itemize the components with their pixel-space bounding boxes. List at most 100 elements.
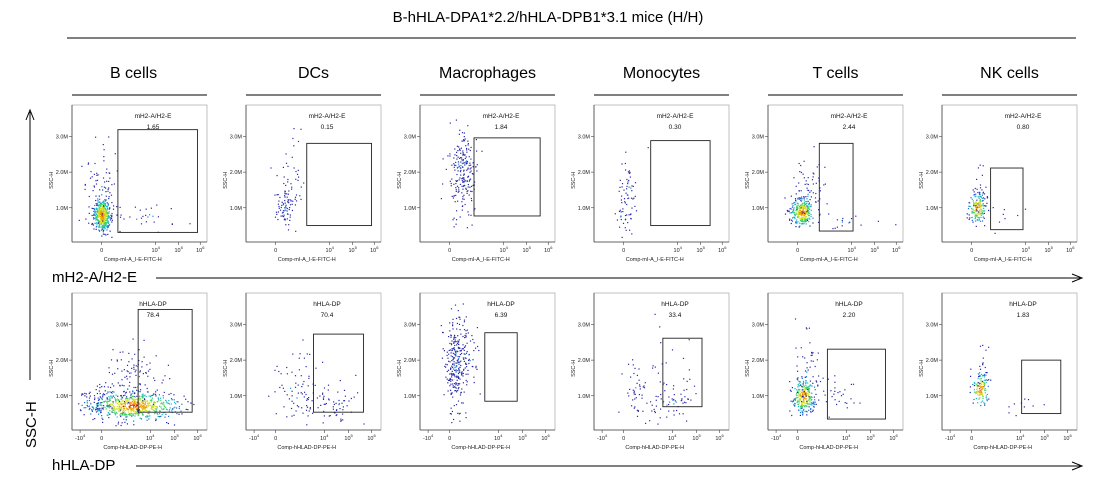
gate-percent-label: 2.20 — [843, 312, 856, 319]
x-tick-label: 105 — [692, 433, 701, 442]
y-tick-label: 1.0M — [404, 394, 417, 400]
y-axis-label: SSC-H — [23, 401, 40, 448]
marker-axis-label: hHLA-DP — [52, 457, 115, 474]
y-tick-label: 1.0M — [926, 206, 939, 212]
ssc-axis-label: SSC-H — [919, 360, 925, 377]
marker-arrowhead-icon — [1071, 273, 1084, 283]
gate-name-label: mH2-A/H2-E — [483, 113, 521, 120]
ssc-arrowhead-icon — [25, 108, 35, 121]
y-tick-label: 1.0M — [752, 206, 765, 212]
gate-box — [818, 142, 854, 232]
y-tick-label: 3.0M — [404, 135, 417, 141]
x-tick-label: -104 — [597, 433, 608, 442]
x-tick-label: 105 — [1044, 245, 1053, 254]
x-tick-label: 105 — [870, 245, 879, 254]
x-tick-label: 106 — [889, 433, 898, 442]
gate-box — [650, 140, 711, 227]
ssc-axis-label: SSC-H — [397, 360, 403, 377]
gate-percent-label: 78.4 — [147, 312, 160, 319]
x-axis-label: Comp-hHLAD-DP-PE-H — [973, 445, 1032, 451]
column-title: NK cells — [980, 65, 1039, 82]
x-axis-label: Comp-hHLAD-DP-PE-H — [625, 445, 684, 451]
x-tick-label: 106 — [715, 433, 724, 442]
flow-panel: 1.0M 2.0M 3.0M SSC-H 0 104 105 106 Comp-mI-A_I-E… — [571, 104, 730, 263]
x-tick-label: 104 — [1022, 245, 1031, 254]
x-tick-label: -104 — [771, 433, 782, 442]
gate-box — [662, 337, 703, 408]
gate-box — [990, 167, 1024, 231]
plot-frame — [767, 292, 904, 431]
x-tick-label: 106 — [193, 433, 202, 442]
plot-frame — [767, 104, 904, 243]
y-tick-label: 2.0M — [56, 358, 69, 364]
x-tick-label: 106 — [1063, 433, 1072, 442]
ssc-axis-label: SSC-H — [223, 360, 229, 377]
gate-name-label: mH2-A/H2-E — [831, 113, 869, 120]
ssc-axis-label: SSC-H — [49, 360, 55, 377]
flow-panel: 1.0M 2.0M 3.0M SSC-H 0 104 105 106 Comp-mI-A_I-E… — [745, 104, 904, 263]
x-tick-label: -104 — [945, 433, 956, 442]
column-title: B cells — [110, 65, 157, 82]
y-tick-label: 2.0M — [230, 358, 243, 364]
plot-frame — [941, 104, 1078, 243]
gate-percent-label: 1.65 — [147, 124, 160, 131]
y-tick-label: 3.0M — [578, 323, 591, 329]
x-axis-label: Comp-mI-A_I-E-FITC-H — [974, 257, 1032, 263]
gate-percent-label: 1.83 — [1017, 312, 1030, 319]
flow-panel: 1.0M 2.0M 3.0M SSC-H -104 0 104 105 106 Comp-hHLA… — [49, 292, 208, 451]
x-axis-label: Comp-mI-A_I-E-FITC-H — [452, 257, 510, 263]
x-tick-label: 105 — [170, 433, 179, 442]
x-axis-label: Comp-hHLAD-DP-PE-H — [799, 445, 858, 451]
plot-frame — [71, 104, 208, 243]
x-tick-label: 0 — [970, 248, 973, 254]
y-tick-label: 3.0M — [56, 323, 69, 329]
y-tick-label: 2.0M — [752, 170, 765, 176]
gate-box — [306, 142, 373, 227]
gate-name-label: hHLA-DP — [661, 301, 688, 308]
gate-name-label: mH2-A/H2-E — [309, 113, 347, 120]
x-tick-label: 106 — [370, 245, 379, 254]
x-tick-label: 0 — [796, 436, 799, 442]
x-tick-label: 0 — [100, 436, 103, 442]
y-tick-label: 3.0M — [230, 135, 243, 141]
x-tick-label: 106 — [1066, 245, 1075, 254]
x-tick-label: 104 — [320, 433, 329, 442]
y-tick-label: 3.0M — [578, 135, 591, 141]
x-tick-label: 105 — [866, 433, 875, 442]
x-tick-label: 106 — [541, 433, 550, 442]
y-tick-label: 2.0M — [926, 170, 939, 176]
x-tick-label: 0 — [448, 248, 451, 254]
scatter-points — [268, 339, 365, 426]
x-axis-label: Comp-mI-A_I-E-FITC-H — [800, 257, 858, 263]
figure-header: B-hHLA-DPA1*2.2/hHLA-DPB1*3.1 mice (H/H)… — [67, 9, 1077, 96]
x-tick-label: 104 — [674, 245, 683, 254]
column-title: Monocytes — [623, 65, 700, 82]
scatter-points — [789, 318, 861, 418]
x-tick-label: 104 — [152, 245, 161, 254]
y-tick-label: 3.0M — [752, 135, 765, 141]
y-tick-label: 1.0M — [56, 394, 69, 400]
x-tick-label: 106 — [196, 245, 205, 254]
flow-panel: 1.0M 2.0M 3.0M SSC-H -104 0 104 105 106 Comp-hHLA… — [571, 292, 730, 451]
ssc-axis-label: SSC-H — [919, 172, 925, 189]
x-tick-label: 104 — [668, 433, 677, 442]
scatter-points — [969, 344, 1045, 417]
y-tick-label: 3.0M — [230, 323, 243, 329]
x-tick-label: 0 — [274, 436, 277, 442]
flow-panel: 1.0M 2.0M 3.0M SSC-H -104 0 104 105 106 Comp-hHLA… — [919, 292, 1078, 451]
x-axis-label: Comp-hHLAD-DP-PE-H — [103, 445, 162, 451]
x-tick-label: 104 — [842, 433, 851, 442]
plot-frame — [419, 292, 556, 431]
gate-name-label: hHLA-DP — [835, 301, 862, 308]
y-tick-label: 2.0M — [926, 358, 939, 364]
y-tick-label: 3.0M — [404, 323, 417, 329]
x-tick-label: 104 — [494, 433, 503, 442]
x-tick-label: -104 — [249, 433, 260, 442]
gate-box — [473, 137, 541, 217]
ssc-axis-label: SSC-H — [745, 172, 751, 189]
x-tick-label: 106 — [367, 433, 376, 442]
flow-panel: 1.0M 2.0M 3.0M SSC-H 0 104 105 106 Comp-mI-A_I-E… — [919, 104, 1078, 263]
plot-frame — [941, 292, 1078, 431]
x-axis-label: Comp-mI-A_I-E-FITC-H — [626, 257, 684, 263]
